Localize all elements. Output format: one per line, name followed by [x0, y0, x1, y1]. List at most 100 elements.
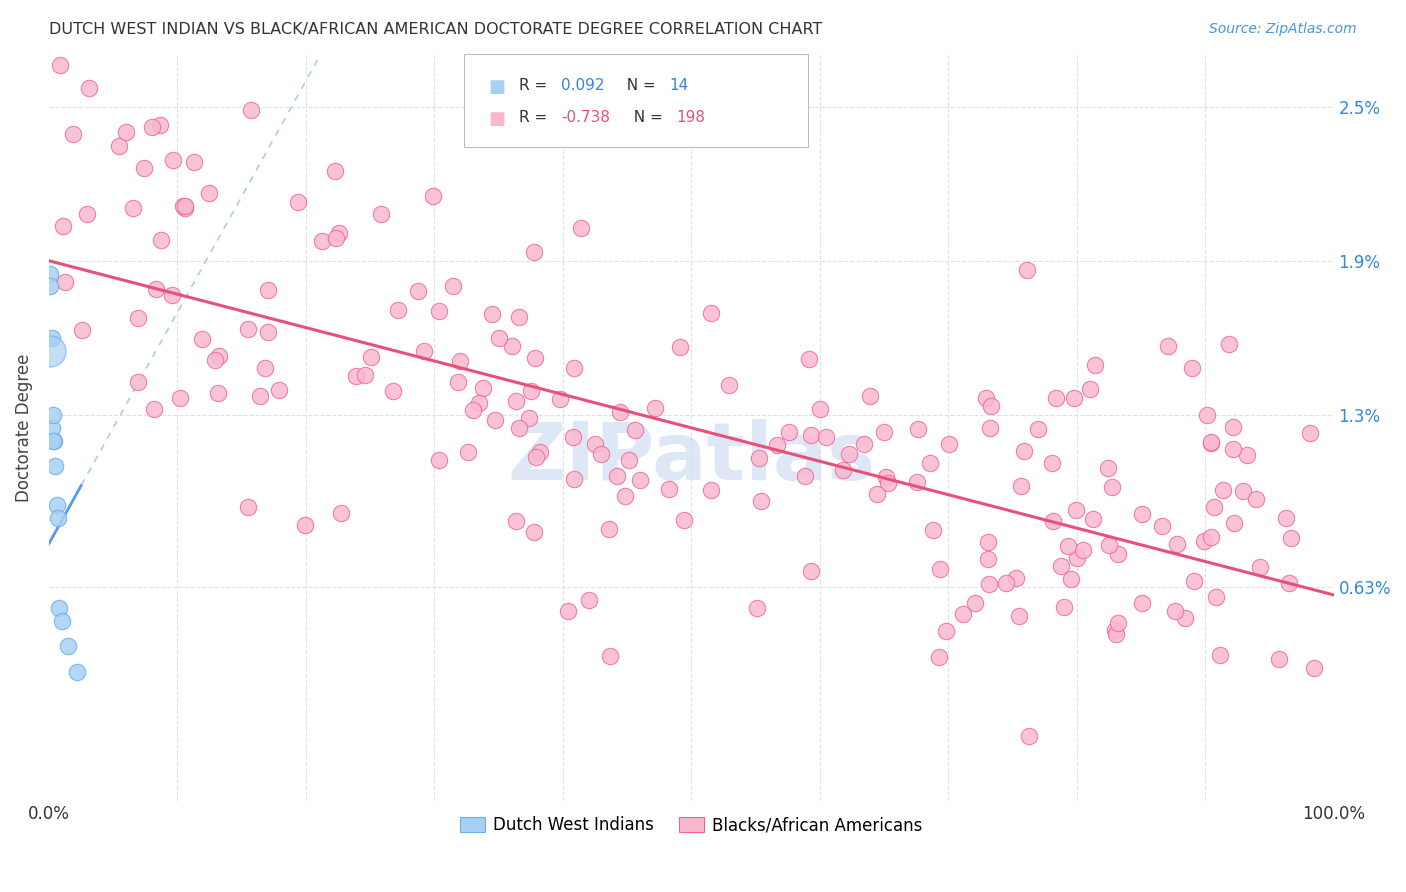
Point: [370, 207, 392, 221]
Point: [974, 391, 997, 405]
Point: [799, 564, 821, 578]
Point: [1152, 518, 1174, 533]
Point: [42, 408, 65, 422]
Point: [658, 482, 681, 496]
Point: [1212, 483, 1234, 497]
Point: [517, 411, 540, 425]
Point: [548, 392, 571, 407]
Point: [1130, 507, 1153, 521]
Point: [562, 430, 585, 444]
Point: [1107, 547, 1129, 561]
Point: [387, 302, 409, 317]
Point: [329, 506, 352, 520]
Point: [149, 119, 172, 133]
Point: [1166, 536, 1188, 550]
Point: [717, 377, 740, 392]
Point: [1199, 434, 1222, 449]
Point: [1012, 444, 1035, 458]
Point: [325, 231, 347, 245]
Point: [62, 127, 84, 141]
Point: [1045, 391, 1067, 405]
Point: [994, 576, 1017, 591]
Point: [257, 326, 280, 340]
Point: [508, 310, 530, 324]
Point: [928, 650, 950, 665]
Point: [1199, 530, 1222, 544]
Point: [191, 332, 214, 346]
Point: [668, 340, 690, 354]
Point: [1107, 615, 1129, 630]
Point: [1104, 624, 1126, 638]
Point: [875, 470, 897, 484]
Point: [1268, 652, 1291, 666]
Point: [529, 444, 551, 458]
Point: [815, 430, 838, 444]
Text: N =: N =: [617, 78, 661, 93]
Point: [269, 384, 291, 398]
Text: Source: ZipAtlas.com: Source: ZipAtlas.com: [1209, 22, 1357, 37]
Point: [1026, 422, 1049, 436]
Point: [41, 331, 63, 345]
Point: [922, 523, 945, 537]
Point: [557, 603, 579, 617]
Point: [935, 624, 957, 638]
Point: [614, 489, 637, 503]
Point: [873, 425, 896, 439]
Point: [1130, 596, 1153, 610]
Point: [852, 437, 875, 451]
Point: [44, 459, 66, 474]
Point: [174, 199, 197, 213]
Point: [58, 640, 80, 654]
Point: [1302, 661, 1324, 675]
Point: [413, 344, 436, 359]
Point: [323, 164, 346, 178]
Point: [204, 353, 226, 368]
Point: [979, 420, 1001, 434]
Point: [108, 138, 131, 153]
Point: [52, 219, 75, 234]
Point: [1010, 478, 1032, 492]
Point: [1157, 339, 1180, 353]
Point: [41, 421, 63, 435]
Point: [1101, 480, 1123, 494]
Point: [1104, 627, 1126, 641]
Point: [520, 384, 543, 399]
Point: [524, 351, 547, 366]
Point: [143, 402, 166, 417]
Point: [183, 154, 205, 169]
Point: [1222, 419, 1244, 434]
Point: [1182, 574, 1205, 588]
Point: [1236, 448, 1258, 462]
Point: [905, 475, 928, 489]
Point: [859, 389, 882, 403]
Point: [1205, 590, 1227, 604]
Point: [134, 161, 156, 175]
Point: [599, 649, 621, 664]
Text: 14: 14: [669, 78, 689, 93]
Point: [1050, 559, 1073, 574]
Point: [1063, 391, 1085, 405]
Point: [208, 350, 231, 364]
Point: [484, 413, 506, 427]
Text: ■: ■: [488, 78, 505, 95]
Point: [1299, 425, 1322, 440]
Point: [838, 447, 860, 461]
Point: [977, 551, 1000, 566]
Point: [174, 201, 197, 215]
Point: [447, 375, 470, 389]
Point: [39, 267, 62, 281]
Text: ZIPatlas: ZIPatlas: [508, 418, 876, 497]
Point: [1018, 729, 1040, 743]
Point: [1194, 533, 1216, 548]
Point: [578, 593, 600, 607]
Point: [963, 596, 986, 610]
Point: [381, 384, 404, 398]
Legend: Dutch West Indians, Blacks/African Americans: Dutch West Indians, Blacks/African Ameri…: [453, 809, 929, 840]
Point: [1278, 575, 1301, 590]
Point: [505, 394, 527, 409]
Point: [569, 221, 592, 235]
Text: DUTCH WEST INDIAN VS BLACK/AFRICAN AMERICAN DOCTORATE DEGREE CORRELATION CHART: DUTCH WEST INDIAN VS BLACK/AFRICAN AMERI…: [49, 22, 823, 37]
Point: [583, 437, 606, 451]
Point: [429, 453, 451, 467]
Point: [699, 305, 721, 319]
